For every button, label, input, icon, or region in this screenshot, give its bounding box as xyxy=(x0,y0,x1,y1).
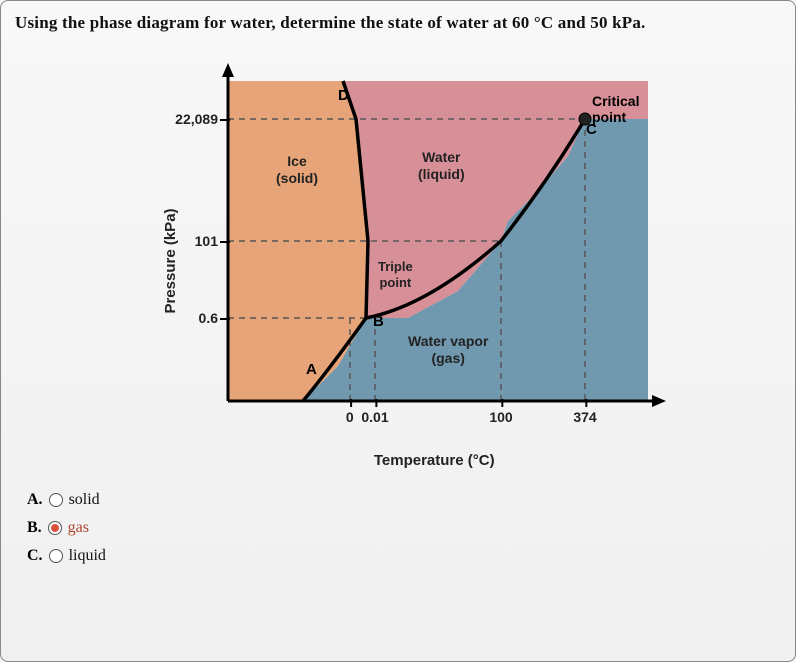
answer-b[interactable]: B. gas xyxy=(27,519,781,537)
ytick-22089: 22,089 xyxy=(158,111,218,127)
label-water-l2: (liquid) xyxy=(418,166,465,182)
answer-a-text: solid xyxy=(69,491,100,509)
label-ice-l1: Ice xyxy=(287,153,306,169)
label-ice-l2: (solid) xyxy=(276,170,318,186)
answer-list: A. solid B. gas C. liquid xyxy=(27,491,781,565)
x-arrow-icon xyxy=(652,395,666,407)
question-card: Using the phase diagram for water, deter… xyxy=(0,0,796,662)
label-critical: Critical point xyxy=(592,93,648,125)
answer-c-letter: C. xyxy=(27,547,43,565)
label-triple-l2: point xyxy=(379,275,411,290)
point-d: D xyxy=(338,87,349,104)
point-c: C xyxy=(586,121,597,138)
ytick-101: 101 xyxy=(158,233,218,249)
point-b: B xyxy=(373,313,384,330)
point-a: A xyxy=(306,361,317,378)
label-vapor-l1: Water vapor xyxy=(408,333,488,349)
answer-b-letter: B. xyxy=(27,519,42,537)
answer-a[interactable]: A. solid xyxy=(27,491,781,509)
y-arrow-icon xyxy=(222,63,234,77)
chart-container: Pressure (kPa) Temperature (°C) xyxy=(15,61,781,461)
x-axis-label: Temperature (°C) xyxy=(374,452,495,469)
label-triple: Triple point xyxy=(378,259,413,290)
label-water: Water (liquid) xyxy=(418,149,465,183)
xtick-0: 0 xyxy=(346,409,354,425)
label-water-l1: Water xyxy=(422,149,460,165)
label-vapor-l2: (gas) xyxy=(431,350,464,366)
y-axis-label: Pressure (kPa) xyxy=(162,208,179,313)
label-ice: Ice (solid) xyxy=(276,153,318,187)
label-triple-l1: Triple xyxy=(378,259,413,274)
phase-diagram-chart: Pressure (kPa) Temperature (°C) xyxy=(128,61,668,461)
question-text: Using the phase diagram for water, deter… xyxy=(15,13,781,33)
radio-c[interactable] xyxy=(49,549,63,563)
xtick-100: 100 xyxy=(489,409,512,425)
radio-b[interactable] xyxy=(48,521,62,535)
answer-c-text: liquid xyxy=(69,547,106,565)
answer-c[interactable]: C. liquid xyxy=(27,547,781,565)
label-vapor: Water vapor (gas) xyxy=(408,333,488,367)
xtick-001: 0.01 xyxy=(361,409,388,425)
answer-a-letter: A. xyxy=(27,491,43,509)
ytick-06: 0.6 xyxy=(158,310,218,326)
radio-a[interactable] xyxy=(49,493,63,507)
xtick-374: 374 xyxy=(573,409,596,425)
answer-b-text: gas xyxy=(68,519,89,537)
plot-area: 22,089 101 0.6 0 0.01 100 374 Ice (solid… xyxy=(228,81,648,401)
